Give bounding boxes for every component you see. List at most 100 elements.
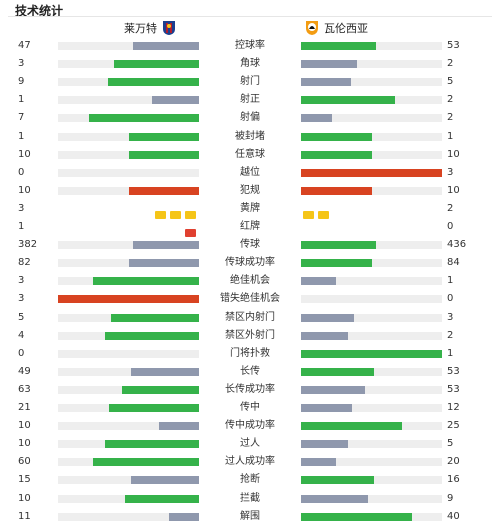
- away-stat-value: 1: [447, 347, 454, 359]
- stat-label: 传中: [240, 402, 260, 413]
- stat-label: 射正: [240, 94, 260, 106]
- home-stat-value: 15: [18, 474, 31, 486]
- home-bar-fill: [130, 476, 199, 485]
- home-bar-track: [58, 42, 199, 50]
- away-bar-track: [301, 476, 442, 485]
- home-bar-fill: [152, 96, 199, 105]
- away-bar-track: [301, 168, 442, 177]
- away-bar-track: [301, 331, 442, 340]
- stat-row: 49 长传 53: [0, 363, 500, 381]
- yellow-card-icon: [170, 210, 181, 219]
- away-stat-value: 5: [447, 76, 454, 88]
- away-bar-fill: [301, 168, 442, 177]
- header-divider: [8, 16, 492, 17]
- home-stat-value: 1: [18, 221, 25, 232]
- title-bar: 技术统计: [0, 0, 500, 18]
- home-bar-track: [58, 385, 199, 394]
- away-bar-fill: [301, 60, 358, 69]
- away-bar-fill: [301, 114, 333, 123]
- home-bar-track: [58, 78, 199, 87]
- home-stat-value: 382: [18, 239, 38, 251]
- home-bar-track: [58, 512, 199, 521]
- home-stat-value: 10: [18, 184, 31, 196]
- red-card-icon: [185, 229, 196, 237]
- home-stat-value: 5: [18, 311, 25, 323]
- away-team-header: 瓦伦西亚: [304, 19, 372, 37]
- home-bar-track: [58, 114, 199, 123]
- yellow-card-icon: [155, 210, 166, 219]
- home-bar-fill: [108, 78, 199, 87]
- away-bar-track: [301, 295, 442, 304]
- home-bar-fill: [89, 114, 199, 123]
- home-stat-value: 11: [18, 510, 31, 522]
- home-stat-value: 63: [18, 383, 31, 395]
- stat-label: 门将扑救: [230, 347, 270, 359]
- home-bar-track: [58, 96, 199, 105]
- stat-row: 10 拦截 9: [0, 490, 500, 508]
- away-stat-value: 12: [447, 402, 460, 413]
- away-bar-track: [301, 241, 442, 250]
- home-bar-fill: [158, 422, 199, 431]
- home-stat-value: 21: [18, 402, 31, 413]
- stat-row: 1 射正 2: [0, 91, 500, 109]
- home-bar-fill: [122, 385, 199, 394]
- stat-row: 4 禁区外射门 2: [0, 327, 500, 345]
- stat-row: 1 红牌 0: [0, 218, 500, 237]
- home-stat-value: 7: [18, 112, 25, 124]
- away-bar-fill: [301, 422, 402, 431]
- away-stat-value: 0: [447, 293, 454, 305]
- home-bar-track: [58, 476, 199, 485]
- away-bar-fill: [301, 259, 373, 268]
- stat-label: 长传成功率: [225, 383, 275, 395]
- home-bar-fill: [133, 241, 199, 250]
- away-stat-value: 2: [447, 58, 454, 70]
- valencia-crest-icon: [304, 20, 320, 36]
- home-stat-value: 1: [18, 130, 25, 142]
- home-bar-fill: [110, 313, 199, 322]
- home-bar-track: [58, 331, 199, 340]
- stat-row: 3 绝佳机会 1: [0, 272, 500, 290]
- away-bar-track: [301, 367, 442, 376]
- away-bar-track: [301, 42, 442, 50]
- home-bar-track: [58, 349, 199, 358]
- away-bar-track: [301, 60, 442, 69]
- away-stat-value: 2: [447, 94, 454, 106]
- stat-label: 红牌: [240, 221, 260, 232]
- home-team-header: 莱万特: [120, 19, 177, 37]
- away-bar-track: [301, 512, 442, 521]
- stat-label: 绝佳机会: [230, 275, 270, 287]
- home-bar-track: [58, 168, 199, 177]
- stat-label: 长传: [240, 365, 260, 377]
- stat-row: 0 门将扑救 1: [0, 345, 500, 363]
- away-bar-fill: [301, 367, 375, 376]
- home-bar-fill: [93, 277, 199, 286]
- stat-label: 过人: [240, 438, 260, 450]
- stat-row: 3 黄牌 2: [0, 200, 500, 219]
- away-bar-fill: [301, 150, 372, 159]
- away-bar-track: [301, 313, 442, 322]
- home-bar-track: [58, 60, 199, 69]
- home-team-name: 莱万特: [124, 22, 157, 35]
- away-bar-fill: [301, 331, 348, 340]
- away-bar-fill: [301, 42, 376, 50]
- stat-row: 382 传球 436: [0, 236, 500, 254]
- home-bar-track: [58, 150, 199, 159]
- home-bar-track: [58, 440, 199, 449]
- away-team-name: 瓦伦西亚: [324, 22, 368, 35]
- stat-label: 任意球: [235, 148, 265, 160]
- away-bar-fill: [301, 78, 352, 87]
- away-bar-track: [301, 259, 442, 268]
- away-bar-fill: [301, 512, 412, 521]
- home-stat-value: 3: [18, 275, 25, 287]
- stat-label: 禁区外射门: [225, 329, 275, 341]
- home-stat-value: 10: [18, 148, 31, 160]
- yellow-card-icon: [318, 210, 329, 219]
- away-bar-fill: [301, 186, 372, 195]
- home-bar-track: [58, 458, 199, 467]
- home-stat-value: 10: [18, 492, 31, 504]
- stat-row: 11 解围 40: [0, 508, 500, 526]
- away-bar-track: [301, 132, 442, 141]
- away-bar-track: [301, 277, 442, 286]
- home-stat-value: 3: [18, 202, 25, 214]
- stat-row: 10 犯规 10: [0, 182, 500, 200]
